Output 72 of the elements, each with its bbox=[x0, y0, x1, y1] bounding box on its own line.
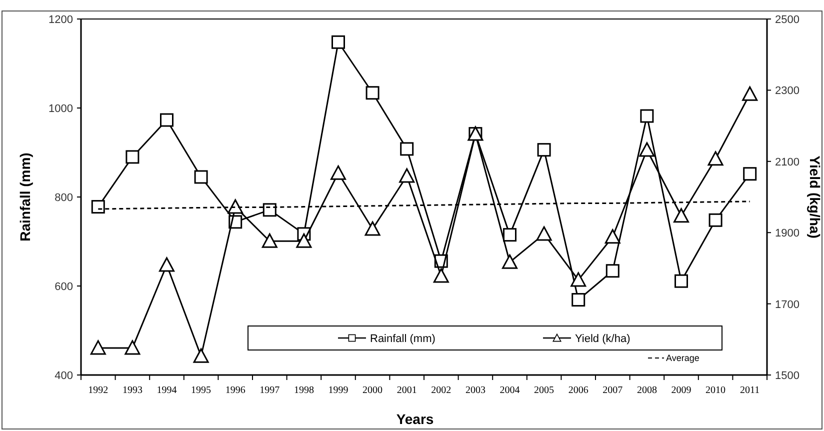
x-tick-label: 2002 bbox=[431, 385, 452, 396]
x-tick-label: 1992 bbox=[88, 385, 108, 396]
point bbox=[742, 86, 758, 101]
point bbox=[536, 226, 552, 241]
point bbox=[708, 151, 724, 166]
point bbox=[262, 233, 278, 248]
point bbox=[160, 113, 174, 127]
point bbox=[330, 165, 346, 180]
point bbox=[194, 170, 208, 184]
y2-tick-label: 1500 bbox=[775, 370, 800, 382]
x-tick-label: 2005 bbox=[534, 385, 554, 396]
x-tick-label: 2007 bbox=[602, 385, 623, 396]
x-tick-label: 2009 bbox=[671, 385, 692, 396]
point bbox=[433, 268, 449, 283]
point bbox=[502, 254, 518, 269]
point bbox=[674, 208, 689, 223]
x-tick-label: 2008 bbox=[636, 385, 657, 396]
y-tick-label: 1000 bbox=[48, 103, 73, 115]
point bbox=[606, 264, 620, 278]
point bbox=[364, 221, 380, 236]
x-tick-label: 1998 bbox=[294, 385, 314, 396]
x-tick-label: 2011 bbox=[740, 385, 760, 396]
legend-label: Rainfall (mm) bbox=[370, 333, 436, 345]
y2-tick-label: 2500 bbox=[775, 14, 800, 26]
point bbox=[570, 272, 586, 287]
point bbox=[262, 203, 276, 217]
y2-tick-label: 2300 bbox=[775, 85, 800, 98]
y2-axis-title: Yield (kg/ha) bbox=[807, 156, 823, 238]
legend-label: Yield (k/ha) bbox=[575, 333, 630, 345]
y-tick-label: 400 bbox=[54, 370, 73, 382]
point bbox=[332, 35, 345, 49]
x-tick-label: 1995 bbox=[191, 385, 212, 396]
x-tick-label: 2006 bbox=[568, 385, 588, 396]
point bbox=[604, 229, 620, 244]
x-tick-label: 1997 bbox=[260, 385, 280, 396]
y2-tick-label: 2100 bbox=[775, 156, 800, 168]
point bbox=[708, 213, 722, 227]
x-tick-label: 1999 bbox=[328, 385, 348, 396]
point bbox=[537, 143, 551, 157]
point bbox=[124, 340, 140, 355]
point bbox=[674, 274, 688, 288]
x-tick-label: 1993 bbox=[122, 385, 142, 396]
y-tick-label: 800 bbox=[54, 192, 73, 204]
point bbox=[743, 167, 757, 181]
point bbox=[296, 233, 312, 248]
point bbox=[572, 293, 586, 307]
point bbox=[366, 86, 380, 100]
point bbox=[399, 168, 415, 183]
point bbox=[126, 150, 140, 164]
x-tick-label: 2003 bbox=[465, 385, 486, 396]
point bbox=[159, 257, 174, 272]
x-tick-label: 2000 bbox=[362, 385, 383, 396]
point bbox=[503, 228, 516, 242]
x-tick-label: 2004 bbox=[500, 385, 520, 396]
y2-tick-label: 1700 bbox=[775, 298, 800, 311]
point bbox=[400, 142, 414, 156]
x-tick-label: 2010 bbox=[706, 385, 726, 396]
point bbox=[639, 142, 655, 157]
point bbox=[640, 109, 654, 123]
y-axis-title: Rainfall (mm) bbox=[17, 152, 33, 242]
y-tick-label: 600 bbox=[54, 281, 73, 293]
y-tick-label: 1200 bbox=[48, 14, 73, 26]
point bbox=[90, 340, 106, 355]
x-tick-label: 1994 bbox=[156, 385, 177, 396]
x-axis-title: Years bbox=[396, 411, 434, 427]
point bbox=[91, 200, 105, 214]
x-tick-label: 2001 bbox=[396, 385, 417, 396]
legend-label: Average bbox=[666, 353, 700, 363]
y2-tick-label: 1900 bbox=[775, 228, 800, 240]
point bbox=[228, 199, 244, 214]
point bbox=[193, 348, 209, 363]
x-tick-label: 1996 bbox=[225, 385, 246, 396]
